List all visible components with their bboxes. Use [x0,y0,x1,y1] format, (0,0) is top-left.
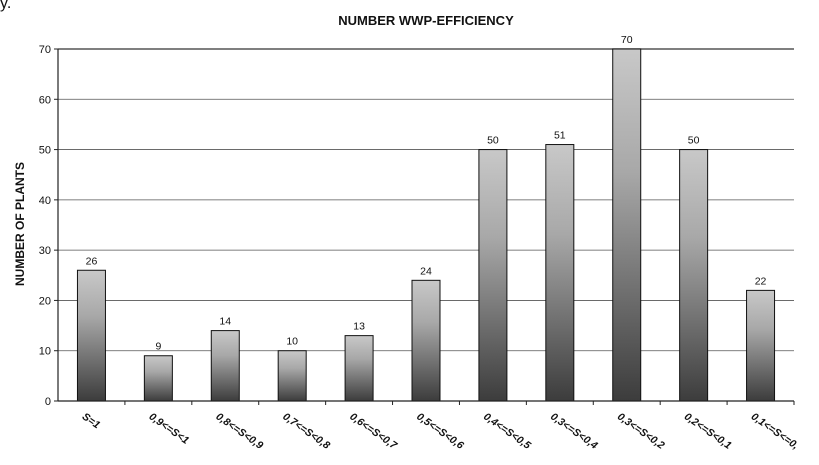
bar-3 [277,350,307,402]
category-label-8: 0,3<=S<0,2 [615,411,667,452]
data-label-4: 13 [353,321,365,333]
category-label-7: 0,3<=S<0,4 [548,411,600,452]
category-label-0: S=1 [80,411,103,432]
category-label-1: 0,9<=S<1 [147,411,192,447]
data-label-6: 50 [487,135,499,147]
y-tick-label-30: 30 [39,245,51,257]
bar-7 [545,144,575,402]
data-label-3: 10 [286,336,298,348]
y-tick-label-10: 10 [39,346,51,358]
y-tick-label-60: 60 [39,94,51,106]
category-label-5: 0,5<=S<0,6 [414,411,466,452]
bar-5 [411,279,441,402]
bar-2 [210,330,240,402]
bar-4 [344,335,374,402]
data-label-8: 70 [621,34,633,46]
chart-title: NUMBER WWP-EFFICIENCY [338,13,514,28]
category-label-3: 0,7<=S<0,8 [280,411,332,452]
category-label-10: 0,1<=S<=0, [749,411,801,452]
gridlines [58,48,794,352]
data-label-0: 26 [86,255,98,267]
category-label-9: 0,2<=S<0,1 [682,411,734,452]
top-left-text-fragment: y. [0,0,12,12]
category-label-6: 0,4<=S<0,5 [481,411,533,452]
axes [54,48,795,405]
y-tick-label-20: 20 [39,295,51,307]
data-label-2: 14 [219,316,231,328]
bar-0 [76,269,106,402]
data-label-9: 50 [688,135,700,147]
y-tick-label-0: 0 [45,396,51,408]
bar-8 [612,48,642,402]
category-label-2: 0,8<=S<0,9 [214,411,266,452]
data-label-7: 51 [554,130,566,142]
bar-10 [746,289,776,402]
data-label-10: 22 [755,275,767,287]
bar-9 [679,149,709,402]
category-label-4: 0,6<=S<0,7 [347,411,400,453]
bar-1 [143,355,173,402]
y-tick-label-70: 70 [39,44,51,56]
data-label-5: 24 [420,265,432,277]
y-tick-label-40: 40 [39,195,51,207]
data-label-1: 9 [155,341,161,353]
bars [76,48,776,402]
y-tick-label-50: 50 [39,145,51,157]
y-axis-label: NUMBER OF PLANTS [13,162,27,286]
bar-6 [478,149,508,402]
